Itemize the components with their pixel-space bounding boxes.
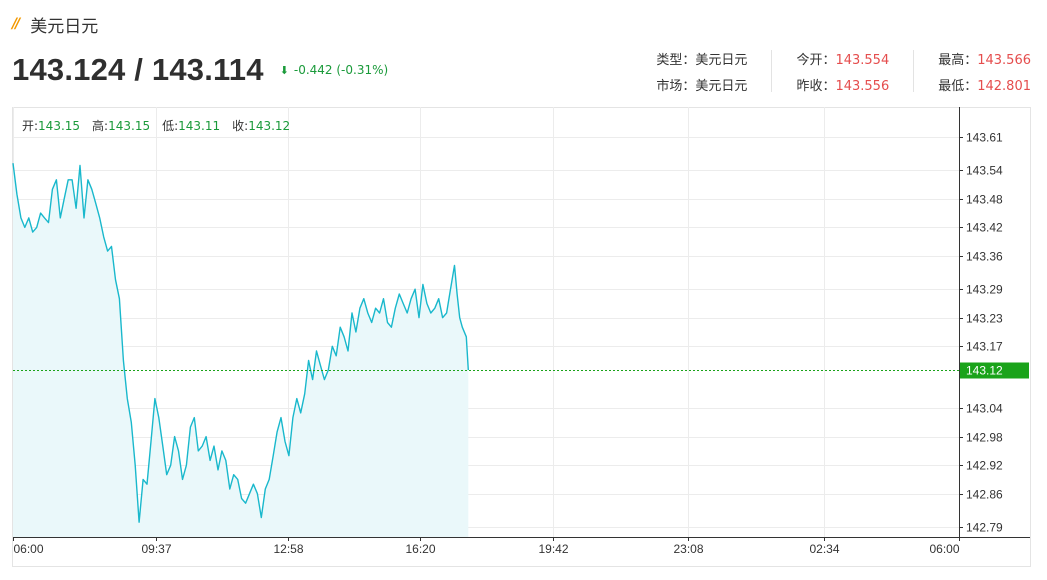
bid-ask-price: 143.124 / 143.114 [12, 52, 264, 87]
stat-open-value: 143.554 [835, 53, 890, 68]
stat-market: 市场：美元日元 [656, 78, 747, 96]
stat-market-value: 美元日元 [695, 79, 748, 94]
stat-low-value: 142.801 [977, 79, 1031, 94]
brand-slash-icon: // [12, 16, 20, 32]
x-tick-label: 06:00 [929, 542, 959, 556]
y-tick-label: 143.61 [966, 131, 1003, 145]
y-tick-label: 142.86 [966, 488, 1003, 502]
price-line [12, 163, 469, 523]
ohlc-open-label: 开: [22, 119, 39, 133]
y-tick-label: 143.23 [966, 312, 1003, 326]
ohlc-high-value: 143.15 [108, 119, 151, 133]
x-tick-label: 19:42 [538, 542, 568, 556]
stat-low-label: 最低： [938, 79, 978, 94]
y-tick-label: 142.98 [966, 431, 1003, 445]
x-tick-label: 02:34 [809, 542, 839, 556]
stat-high-value: 143.566 [977, 53, 1031, 68]
price-change-value: -0.442 (-0.31%) [293, 63, 389, 77]
stat-high-label: 最高： [938, 53, 978, 68]
stat-type: 类型：美元日元 [656, 52, 747, 70]
ohlc-close-label: 收: [232, 119, 249, 133]
ohlc-low: 低:143.11 [162, 117, 220, 134]
x-tick-label: 16:20 [405, 542, 435, 556]
y-tick-label: 143.42 [966, 221, 1003, 235]
y-tick-label: 143.29 [966, 283, 1003, 297]
instrument-title: 美元日元 [30, 16, 99, 37]
chart-axes: 143.61 143.54 143.48 143.42 143.36 143.29 143.… [13, 107, 1030, 556]
x-tick-label: 09:37 [141, 542, 171, 556]
ohlc-open: 开:143.15 [22, 117, 80, 134]
stat-prev-close: 昨收：143.556 [796, 78, 889, 96]
ohlc-high: 高:143.15 [92, 117, 150, 134]
ohlc-high-label: 高: [92, 119, 109, 133]
x-tick-label: 06:00 [14, 542, 44, 556]
stats-panel: 类型：美元日元 市场：美元日元 今开：143.554 昨收：143.556 最高… [656, 50, 1031, 96]
y-tick-label: 143.04 [966, 402, 1003, 416]
x-tick-label: 23:08 [673, 542, 703, 556]
ohlc-open-value: 143.15 [38, 119, 81, 133]
stats-divider [913, 50, 915, 92]
current-price-tag [960, 362, 1029, 379]
stat-open-label: 今开： [796, 53, 836, 68]
stat-open: 今开：143.554 [796, 52, 889, 70]
x-tick-label: 12:58 [273, 542, 303, 556]
ohlc-close-value: 143.12 [248, 119, 291, 133]
y-tick-label: 143.48 [966, 193, 1003, 207]
stat-market-label: 市场： [656, 79, 696, 94]
down-arrow-icon: ⬇ [279, 63, 289, 77]
ohlc-readout: 开:143.15 高:143.15 低:143.11 收:143.12 [22, 117, 290, 134]
price-change: ⬇ -0.442 (-0.31%) [280, 63, 389, 77]
stat-prev-close-value: 143.556 [835, 79, 890, 94]
stat-type-label: 类型： [656, 53, 696, 68]
y-tick-label: 142.92 [966, 459, 1003, 473]
stats-divider [771, 50, 773, 92]
stat-high: 最高：143.566 [938, 52, 1031, 70]
chart-frame[interactable] [12, 107, 1031, 567]
ohlc-low-label: 低: [162, 119, 179, 133]
y-tick-label: 143.54 [966, 164, 1003, 178]
current-price-label: 143.12 [966, 364, 1003, 378]
stats-col-open: 今开：143.554 昨收：143.556 [796, 50, 889, 96]
price-row: 143.124 / 143.114 ⬇ -0.442 (-0.31%) [12, 50, 388, 90]
stats-col-range: 最高：143.566 最低：142.801 [938, 50, 1031, 96]
price-area-fill [13, 163, 469, 537]
title-row: // 美元日元 [12, 9, 98, 39]
y-tick-label: 143.17 [966, 340, 1003, 354]
y-tick-label: 142.79 [966, 521, 1003, 535]
stat-low: 最低：142.801 [938, 78, 1031, 96]
ohlc-low-value: 143.11 [178, 119, 221, 133]
ohlc-close: 收:143.12 [232, 117, 290, 134]
stat-prev-close-label: 昨收： [796, 79, 836, 94]
stat-type-value: 美元日元 [695, 53, 748, 68]
y-tick-label: 143.36 [966, 250, 1003, 264]
stats-col-info: 类型：美元日元 市场：美元日元 [656, 50, 747, 96]
